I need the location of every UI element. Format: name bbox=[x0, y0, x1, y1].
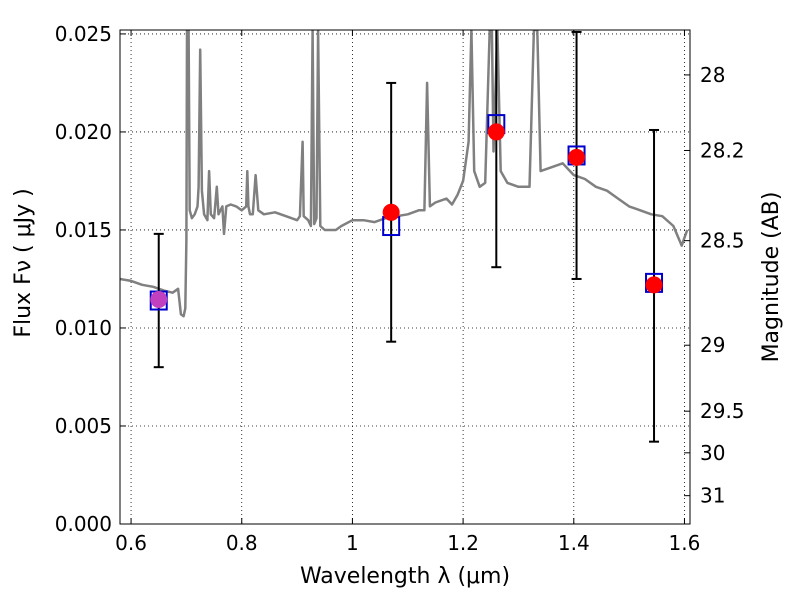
y2-tick-label: 28.5 bbox=[700, 229, 745, 253]
data-point bbox=[150, 291, 168, 309]
y2-axis-label: Magnitude (AB) bbox=[759, 192, 784, 363]
plot-frame bbox=[119, 29, 691, 525]
y-tick-label: 0.005 bbox=[55, 414, 112, 438]
data-point bbox=[487, 123, 505, 141]
y2-tick-label: 29 bbox=[700, 333, 725, 357]
data-point bbox=[382, 203, 400, 221]
spectrum-line bbox=[120, 30, 689, 318]
y2-tick-label: 28 bbox=[700, 63, 725, 87]
y-axis-label: Flux Fν ( μJy ) bbox=[11, 188, 36, 337]
x-tick-label: 0.8 bbox=[226, 531, 258, 555]
y-tick-label: 0.025 bbox=[55, 22, 112, 46]
x-tick-label: 1 bbox=[346, 531, 359, 555]
data-point bbox=[645, 276, 663, 294]
ticks: 0.6 0.8 1 1.2 1.4 1.6 0.000 0.005 0.010 0.015 0.02… bbox=[55, 22, 745, 555]
y2-tick-label: 30 bbox=[700, 441, 725, 465]
x-axis-label: Wavelength λ (μm) bbox=[300, 564, 510, 589]
data-point bbox=[568, 148, 586, 166]
y2-tick-label: 29.5 bbox=[700, 399, 745, 423]
x-tick-label: 1.6 bbox=[669, 531, 701, 555]
y-tick-label: 0.015 bbox=[55, 218, 112, 242]
x-tick-label: 0.6 bbox=[115, 531, 147, 555]
y-tick-label: 0.000 bbox=[55, 512, 112, 536]
plot-area bbox=[120, 30, 689, 443]
y-tick-label: 0.010 bbox=[55, 316, 112, 340]
y2-tick-label: 31 bbox=[700, 484, 725, 508]
y2-tick-label: 28.2 bbox=[700, 138, 745, 162]
x-tick-label: 1.4 bbox=[558, 531, 590, 555]
y-tick-label: 0.020 bbox=[55, 120, 112, 144]
x-tick-label: 1.2 bbox=[447, 531, 479, 555]
